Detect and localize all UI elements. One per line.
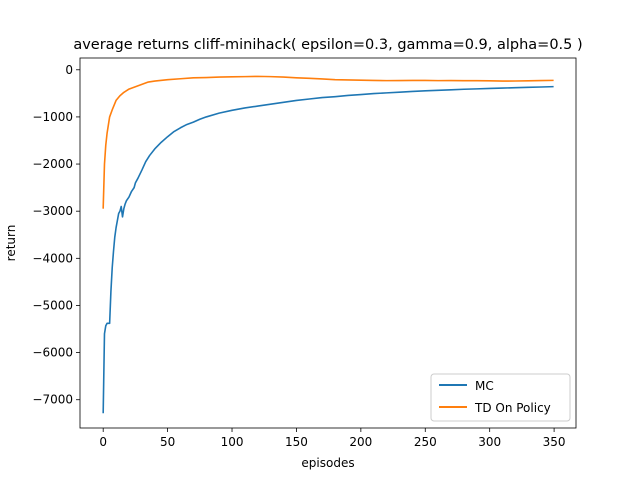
y-tick-label: −7000 — [32, 393, 73, 407]
y-tick-label: −4000 — [32, 251, 73, 265]
x-tick-label: 150 — [285, 435, 308, 449]
y-tick-label: −6000 — [32, 346, 73, 360]
plot-area — [79, 57, 577, 429]
legend: MC TD On Policy — [430, 373, 571, 422]
x-axis: 0 50 100 150 200 250 300 350 — [99, 428, 566, 449]
plot-frame — [79, 57, 577, 429]
chart-title: average returns cliff-minihack( epsilon=… — [73, 37, 582, 53]
x-tick-label: 350 — [543, 435, 566, 449]
series-layer — [102, 75, 554, 414]
x-tick-label: 250 — [414, 435, 437, 449]
y-tick-label: 0 — [65, 63, 73, 77]
y-axis-label: return — [4, 225, 18, 262]
x-tick-label: 200 — [349, 435, 372, 449]
legend-label-td-on-policy: TD On Policy — [474, 401, 551, 415]
legend-label-mc: MC — [475, 379, 494, 393]
series-line-mc — [102, 85, 554, 414]
x-axis-label: episodes — [301, 456, 354, 470]
x-tick-label: 300 — [478, 435, 501, 449]
y-tick-label: −1000 — [32, 110, 73, 124]
series-line-td-on-policy — [102, 75, 554, 209]
y-tick-label: −3000 — [32, 204, 73, 218]
y-axis: 0 −1000 −2000 −3000 −4000 −5000 −6000 −7000 — [32, 63, 80, 407]
x-tick-label: 0 — [99, 435, 107, 449]
x-tick-label: 50 — [160, 435, 175, 449]
y-tick-label: −2000 — [32, 157, 73, 171]
y-tick-label: −5000 — [32, 298, 73, 312]
x-tick-label: 100 — [221, 435, 244, 449]
